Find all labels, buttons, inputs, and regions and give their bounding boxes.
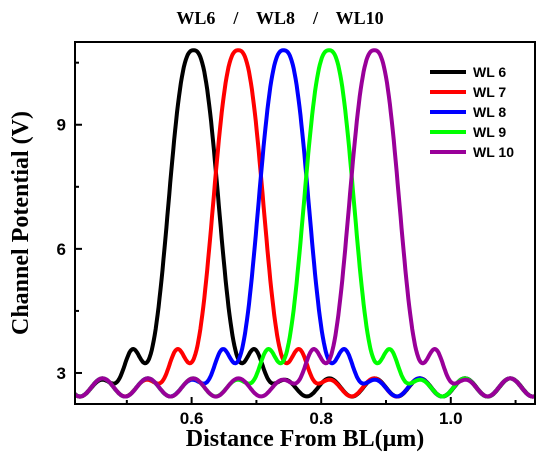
x-tick-label: 1.0 xyxy=(439,409,463,428)
legend-label-2: WL 7 xyxy=(473,84,506,100)
x-tick-label: 0.6 xyxy=(180,409,204,428)
chart-title: WL6 / WL8 / WL10 xyxy=(176,8,383,28)
series-line-3 xyxy=(75,48,535,399)
legend-label-4: WL 9 xyxy=(473,124,506,140)
series-line-2 xyxy=(75,48,535,399)
series-line-4 xyxy=(75,48,535,399)
legend-label-1: WL 6 xyxy=(473,64,506,80)
x-axis-label: Distance From BL(μm) xyxy=(186,426,424,452)
legend-label-5: WL 10 xyxy=(473,144,514,160)
series-line-5 xyxy=(75,48,535,399)
series-layer xyxy=(75,48,535,399)
y-tick-label: 3 xyxy=(57,364,66,383)
y-axis-label: Channel Potential (V) xyxy=(8,111,34,335)
series-line-1 xyxy=(75,48,535,399)
y-tick-label: 6 xyxy=(57,240,66,259)
ticks-layer: 0.6 0.8 1.0 3 6 9 xyxy=(57,61,517,428)
y-tick-label: 9 xyxy=(57,116,66,135)
legend-label-3: WL 8 xyxy=(473,104,506,120)
x-tick-label: 0.8 xyxy=(309,409,333,428)
plot-frame xyxy=(74,41,536,405)
legend: WL 6 WL 7 WL 8 WL 9 WL 10 xyxy=(430,64,514,160)
